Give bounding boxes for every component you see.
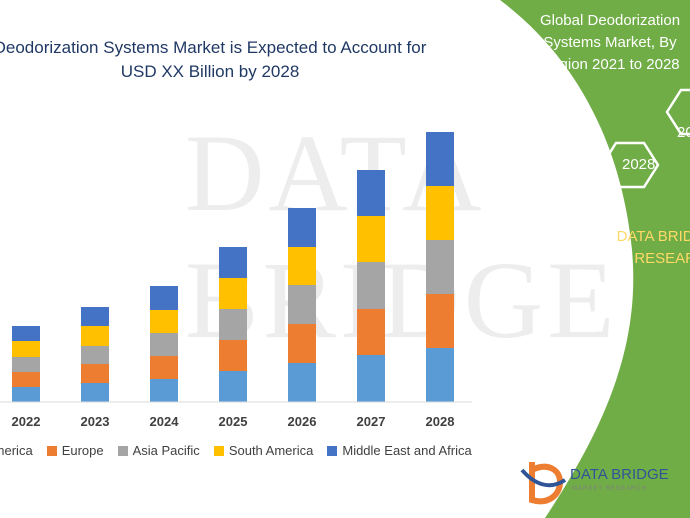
bar-2026-europe — [288, 324, 316, 363]
x-tick-label: 2025 — [219, 414, 248, 429]
legend-item: Europe — [46, 443, 104, 458]
bar-2023-america — [81, 383, 109, 402]
legend-label: Asia Pacific — [132, 443, 200, 458]
bar-2024-europe — [150, 356, 178, 379]
bar-2024-america — [150, 379, 178, 402]
bar-2028-south-america — [426, 186, 454, 240]
bar-2024-middle-east-and-africa — [150, 286, 178, 310]
legend-item: Asia Pacific — [117, 443, 200, 458]
x-tick-label: 2027 — [357, 414, 386, 429]
bar-2025-south-america — [219, 278, 247, 309]
legend-item: South America — [213, 443, 314, 458]
x-tick-label: 2028 — [426, 414, 455, 429]
legend-label: America — [0, 443, 33, 458]
x-tick-label: 2022 — [12, 414, 41, 429]
bar-2027-asia-pacific — [357, 262, 385, 309]
bar-2027-america — [357, 355, 385, 402]
bar-2025-europe — [219, 340, 247, 371]
x-tick-label: 2024 — [150, 414, 180, 429]
x-tick-label: 2026 — [288, 414, 317, 429]
bar-2024-asia-pacific — [150, 333, 178, 356]
hexagon-2021-icon — [665, 88, 690, 136]
legend-swatch — [46, 445, 57, 456]
bar-2023-south-america — [81, 326, 109, 346]
logo-name: DATA BRIDGE — [570, 466, 669, 483]
bar-2025-america — [219, 371, 247, 402]
bar-2028-europe — [426, 294, 454, 348]
bar-2026-south-america — [288, 247, 316, 285]
chart-legend: America Europe Asia Pacific South America Mi… — [0, 443, 490, 458]
bar-2028-middle-east-and-africa — [426, 132, 454, 186]
hex-label-2021: 2021 — [677, 124, 690, 141]
legend-swatch — [327, 445, 338, 456]
bar-2027-europe — [357, 309, 385, 355]
legend-item: Middle East and Africa — [327, 443, 472, 458]
panel-brand-line1: DATA BRIDGE — [616, 228, 690, 245]
panel-brand: DATA BRIDGE RESEARCH — [606, 226, 690, 270]
logo-swoosh-icon — [520, 468, 567, 488]
bar-2022-europe — [12, 372, 40, 387]
bar-2022-asia-pacific — [12, 357, 40, 372]
legend-label: South America — [228, 443, 314, 458]
hexagon-2028-icon — [600, 141, 660, 189]
x-tick-label: 2023 — [81, 414, 110, 429]
bar-2022-america — [12, 387, 40, 402]
legend-label: Europe — [61, 443, 104, 458]
logo-tagline: MARKET RESEARCH — [572, 486, 647, 492]
bar-2026-asia-pacific — [288, 285, 316, 324]
bar-2023-europe — [81, 364, 109, 383]
panel-brand-line2: RESEARCH — [634, 250, 690, 267]
bar-2023-middle-east-and-africa — [81, 307, 109, 326]
bar-2025-middle-east-and-africa — [219, 247, 247, 278]
bar-2022-middle-east-and-africa — [12, 326, 40, 341]
legend-swatch — [213, 445, 224, 456]
bar-2023-asia-pacific — [81, 346, 109, 364]
bar-2027-south-america — [357, 216, 385, 262]
bar-2026-middle-east-and-africa — [288, 208, 316, 247]
bar-2028-america — [426, 348, 454, 402]
bar-2022-south-america — [12, 341, 40, 357]
bar-2024-south-america — [150, 310, 178, 333]
chart-title: Deodorization Systems Market is Expected… — [0, 38, 427, 81]
bar-2026-america — [288, 363, 316, 402]
bar-2028-asia-pacific — [426, 240, 454, 294]
legend-label: Middle East and Africa — [342, 443, 472, 458]
legend-swatch — [117, 445, 128, 456]
hex-label-2028: 2028 — [622, 156, 656, 173]
legend-item: America — [0, 443, 33, 458]
bar-2025-asia-pacific — [219, 309, 247, 340]
bar-2027-middle-east-and-africa — [357, 170, 385, 216]
panel-heading: Global Deodorization Systems Market, By … — [539, 12, 681, 73]
